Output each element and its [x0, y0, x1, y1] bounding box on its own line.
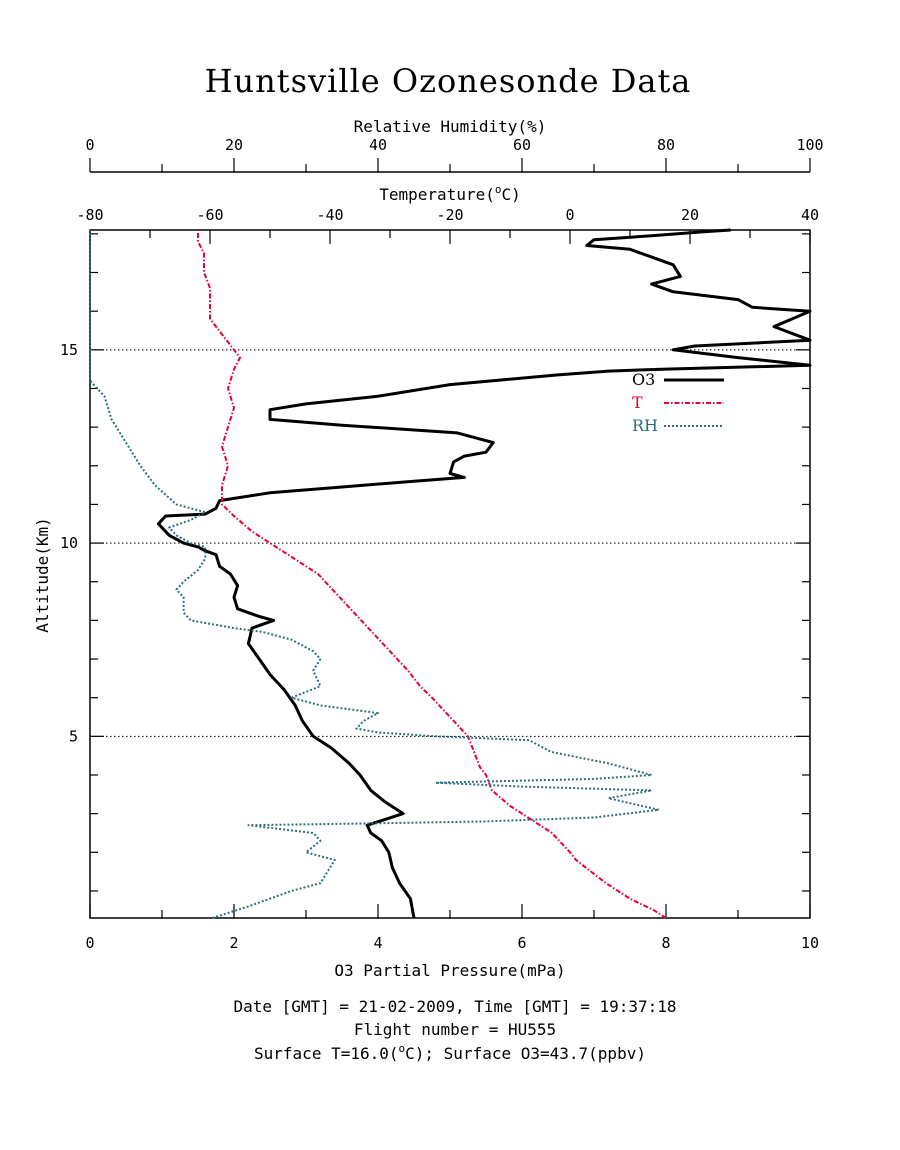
x-tick-label-temperature: 20: [681, 206, 699, 224]
y-tick-label: 10: [60, 534, 78, 552]
y-axis-label: Altitude(Km): [33, 517, 52, 633]
x-tick-label-rh: 80: [657, 136, 675, 154]
x-tick-label-rh: 60: [513, 136, 531, 154]
temperature-axis-label: Temperature(oC): [379, 183, 520, 204]
footer-surface-values: Surface T=16.0(oC); Surface O3=43.7(ppbv…: [254, 1042, 646, 1063]
series-line-t: [197, 230, 667, 919]
x-tick-label-o3: 10: [801, 934, 819, 952]
series-line-o3: [156, 228, 812, 919]
x-tick-label-temperature: -40: [316, 206, 343, 224]
legend-label-t: T: [632, 393, 643, 412]
y-tick-label: 15: [60, 341, 78, 359]
x-tick-label-temperature: 40: [801, 206, 819, 224]
legend-label-o3: O3: [632, 370, 655, 389]
footer-flight-number: Flight number = HU555: [354, 1020, 556, 1039]
x-tick-label-o3: 6: [517, 934, 526, 952]
footer-date-time: Date [GMT] = 21-02-2009, Time [GMT] = 19…: [233, 997, 676, 1016]
x-tick-label-rh: 100: [796, 136, 823, 154]
x-tick-label-temperature: -80: [76, 206, 103, 224]
x-tick-label-rh: 0: [85, 136, 94, 154]
legend-label-rh: RH: [632, 416, 658, 435]
axes-layer: 5 10 15 0 2 4 6 8 10 -80 -60 -40 -20 0 20 40 0 20 40 60 80 10…: [60, 136, 824, 952]
x-tick-label-temperature: 0: [565, 206, 574, 224]
legend: O3 T RH: [632, 370, 724, 435]
x-tick-label-o3: 0: [85, 934, 94, 952]
x-tick-label-rh: 20: [225, 136, 243, 154]
x-tick-label-temperature: -20: [436, 206, 463, 224]
x-tick-label-o3: 2: [229, 934, 238, 952]
series-layer: [89, 228, 812, 919]
o3-axis-label: O3 Partial Pressure(mPa): [334, 961, 565, 980]
plot-frame: [89, 229, 811, 919]
y-tick-label: 5: [69, 727, 78, 745]
x-tick-label-o3: 8: [661, 934, 670, 952]
series-line-rh: [89, 230, 660, 919]
x-tick-label-o3: 4: [373, 934, 382, 952]
rh-axis-label: Relative Humidity(%): [354, 117, 547, 136]
x-tick-label-rh: 40: [369, 136, 387, 154]
chart-title: Huntsville Ozonesonde Data: [205, 62, 692, 100]
x-tick-label-temperature: -60: [196, 206, 223, 224]
